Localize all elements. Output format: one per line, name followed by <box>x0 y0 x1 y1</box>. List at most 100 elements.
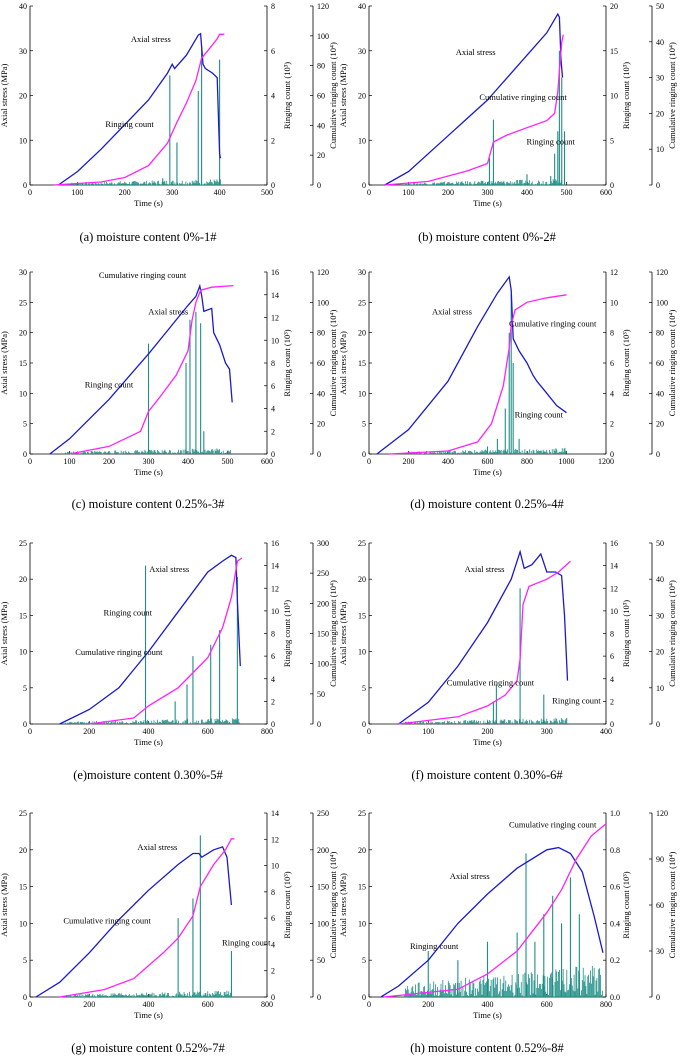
y2-tick-label: 12 <box>271 835 279 844</box>
y2-tick-label: 8 <box>610 329 614 338</box>
x-tick-label: 800 <box>600 1000 612 1009</box>
y2-tick-label: 2 <box>610 420 614 429</box>
y2-tick-label: 0 <box>271 450 275 459</box>
x-tick-label: 1200 <box>598 457 614 466</box>
y1-tick-label: 25 <box>19 539 27 548</box>
y1-tick-label: 20 <box>19 575 27 584</box>
y1-tick-label: 20 <box>358 846 366 855</box>
y2-tick-label: 15 <box>610 47 618 56</box>
y1-tick-label: 25 <box>358 809 366 818</box>
y3-tick-label: 250 <box>317 809 329 818</box>
chart-panel-e: 0 200 400 600 800051015202502468101214160501… <box>0 539 338 782</box>
y3-tick-label: 120 <box>656 268 668 277</box>
y2-tick-label: 2 <box>271 136 275 145</box>
x-tick-label: 200 <box>119 188 131 197</box>
y1-tick-label: 0 <box>23 181 27 190</box>
y1-tick-label: 15 <box>19 883 27 892</box>
axial-stress-line <box>376 275 567 455</box>
axial-stress-line <box>380 846 604 998</box>
y1-tick-label: 25 <box>19 809 27 818</box>
annotation-cumulative: Cumulative ringing count <box>99 270 187 280</box>
y3-tick-label: 120 <box>317 268 329 277</box>
x-axis-label: Time (s) <box>473 198 502 208</box>
x-tick-label: 0 <box>28 457 32 466</box>
x-axis-label: Time (s) <box>134 198 163 208</box>
x-tick-label: 200 <box>103 457 115 466</box>
annotation-cumulative: Cumulative ringing count <box>509 820 597 830</box>
annotation-ringing: Ringing count <box>526 137 575 147</box>
y2-tick-label: 0 <box>271 720 275 729</box>
y1-tick-label: 30 <box>358 268 366 277</box>
x-tick-label: 600 <box>261 457 273 466</box>
axial-stress-line <box>398 549 569 725</box>
y1-tick-label: 10 <box>19 648 27 657</box>
y2-tick-label: 4 <box>271 405 275 414</box>
y2-axis-label: Ringing count (10³) <box>282 62 292 129</box>
x-tick-label: 0 <box>28 188 32 197</box>
y3-tick-label: 200 <box>317 846 329 855</box>
y2-tick-label: 5 <box>610 136 614 145</box>
y1-tick-label: 15 <box>358 611 366 620</box>
y2-tick-label: 10 <box>271 336 279 345</box>
panel-caption: (g) moisture content 0.52%-7# <box>71 1041 225 1055</box>
annotation-stress: Axial stress <box>137 842 177 852</box>
x-tick-label: 200 <box>442 188 454 197</box>
panel-caption: (d) moisture content 0.25%-4# <box>410 497 564 511</box>
x-tick-label: 200 <box>83 1000 95 1009</box>
panel-caption: (b) moisture content 0%-2# <box>418 230 557 244</box>
y2-tick-label: 0.0 <box>610 993 620 1002</box>
x-axis-label: Time (s) <box>134 737 163 747</box>
y1-tick-label: 0 <box>362 450 366 459</box>
y2-tick-label: 6 <box>271 47 275 56</box>
y2-tick-label: 0.4 <box>610 919 620 928</box>
y2-tick-label: 6 <box>271 914 275 923</box>
y1-axis-label: Axial stress (MPa) <box>338 601 348 665</box>
y2-tick-label: 16 <box>271 268 279 277</box>
y1-tick-label: 10 <box>358 389 366 398</box>
annotation-cumulative: Cumulative ringing count <box>63 915 151 925</box>
y1-tick-label: 20 <box>19 329 27 338</box>
y3-tick-label: 80 <box>317 62 325 71</box>
y3-tick-label: 40 <box>317 121 325 130</box>
y3-axis-label: Cumulative ringing count (10⁴) <box>667 42 677 149</box>
y3-tick-label: 0 <box>656 181 660 190</box>
y1-axis-label: Axial stress (MPa) <box>338 63 348 127</box>
annotation-stress: Axial stress <box>432 306 472 316</box>
y3-axis-label: Cumulative ringing count (10⁴) <box>328 852 338 959</box>
y2-tick-label: 2 <box>610 697 614 706</box>
x-tick-label: 500 <box>222 457 234 466</box>
x-tick-label: 600 <box>600 188 612 197</box>
y1-tick-label: 10 <box>19 136 27 145</box>
x-tick-label: 400 <box>214 188 226 197</box>
y1-tick-label: 25 <box>358 539 366 548</box>
y3-tick-label: 300 <box>317 539 329 548</box>
chart-panel-b: 0 100 200 300 400 500 600010203040051015200102… <box>338 2 677 244</box>
y1-tick-label: 40 <box>358 2 366 11</box>
x-tick-label: 500 <box>261 188 273 197</box>
y3-tick-label: 10 <box>656 145 664 154</box>
y3-tick-label: 120 <box>656 809 668 818</box>
y2-tick-label: 6 <box>610 359 614 368</box>
y1-tick-label: 30 <box>358 47 366 56</box>
axial-stress-line <box>58 32 222 186</box>
panel-caption: (f) moisture content 0.30%-6# <box>411 768 563 782</box>
x-axis-label: Time (s) <box>134 467 163 477</box>
y2-tick-label: 12 <box>271 584 279 593</box>
y3-tick-label: 0 <box>317 720 321 729</box>
axial-stress-line <box>59 554 241 725</box>
y1-tick-label: 0 <box>23 720 27 729</box>
y1-axis-label: Axial stress (MPa) <box>0 873 9 937</box>
y2-tick-label: 12 <box>610 268 618 277</box>
ringing-noise-floor <box>404 447 567 454</box>
y2-tick-label: 2 <box>271 697 275 706</box>
y3-tick-label: 50 <box>656 539 664 548</box>
y3-axis-label: Cumulative ringing count (10⁴) <box>328 310 338 417</box>
y2-tick-label: 10 <box>610 92 618 101</box>
y2-tick-label: 4 <box>271 92 275 101</box>
x-tick-label: 300 <box>541 727 553 736</box>
y2-axis-label: Ringing count (10³) <box>621 329 631 396</box>
y2-tick-label: 14 <box>271 562 279 571</box>
y1-tick-label: 25 <box>358 298 366 307</box>
x-tick-label: 200 <box>482 727 494 736</box>
y2-tick-label: 10 <box>271 607 279 616</box>
